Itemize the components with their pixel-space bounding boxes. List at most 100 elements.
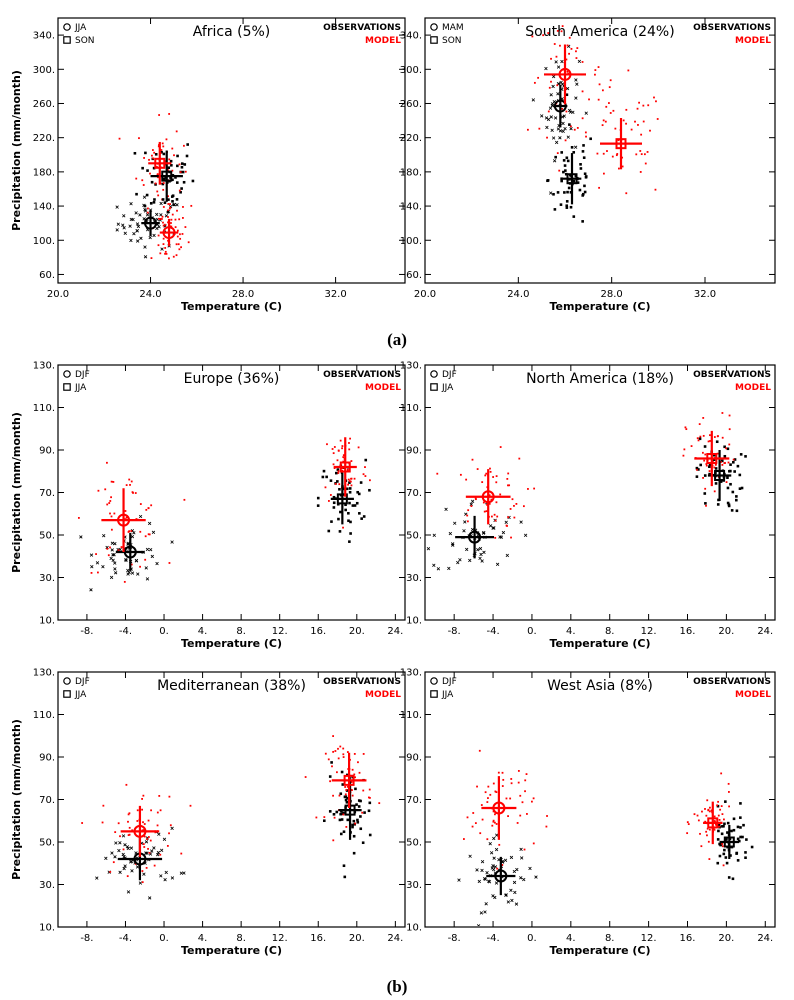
scatter-point — [362, 515, 366, 518]
scatter-point — [527, 488, 529, 490]
scatter-point — [494, 519, 497, 522]
scatter-point — [144, 151, 147, 155]
x-tick-label: -4. — [119, 933, 132, 944]
scatter-point — [104, 856, 108, 861]
scatter-point — [357, 446, 360, 449]
scatter-point — [338, 818, 342, 822]
scatter-point — [638, 101, 640, 104]
scatter-point — [730, 829, 733, 833]
scatter-point — [348, 448, 351, 451]
scatter-point — [123, 580, 126, 583]
scatter-point — [169, 159, 173, 163]
scatter-point — [180, 246, 182, 249]
scatter-point — [109, 512, 111, 515]
scatter-point — [463, 520, 467, 524]
scatter-point — [542, 34, 545, 37]
scatter-point — [143, 835, 146, 838]
scatter-point — [161, 218, 163, 220]
scatter-point — [485, 510, 488, 513]
mean-marker-djf-observations — [455, 515, 495, 559]
scatter-point — [489, 470, 492, 473]
mean-marker-son-observations — [562, 153, 582, 205]
scatter-point — [171, 194, 175, 198]
scatter-point — [350, 477, 352, 480]
scatter-point — [147, 836, 150, 838]
scatter-point — [601, 124, 604, 127]
scatter-point — [337, 470, 340, 473]
scatter-point — [129, 846, 134, 850]
scatter-point — [732, 828, 736, 832]
scatter-point — [144, 566, 148, 570]
scatter-point — [179, 171, 182, 174]
scatter-point — [492, 819, 495, 822]
scatter-point — [144, 558, 147, 561]
scatter-point — [744, 851, 747, 854]
legend-square-icon — [430, 383, 438, 391]
scatter-point — [183, 144, 185, 147]
scatter-point — [556, 65, 561, 69]
scatter-point — [726, 821, 730, 825]
scatter-point — [145, 866, 148, 869]
scatter-point — [349, 520, 352, 524]
scatter-point — [367, 796, 370, 799]
scatter-point — [564, 169, 567, 172]
scatter-point — [451, 543, 455, 547]
mean-marker-jja-observations — [330, 473, 354, 525]
scatter-point — [147, 533, 150, 536]
scatter-point — [725, 447, 728, 450]
x-tick-label: 28.0 — [601, 289, 623, 300]
scatter-point — [703, 459, 706, 462]
scatter-point — [136, 572, 140, 576]
scatter-point — [618, 167, 620, 170]
scatter-point — [184, 226, 187, 228]
scatter-point — [355, 501, 359, 505]
scatter-point — [162, 224, 165, 227]
scatter-point — [143, 157, 145, 159]
scatter-point — [130, 869, 134, 873]
scatter-point — [476, 785, 478, 788]
scatter-point — [175, 243, 178, 246]
scatter-point — [328, 500, 330, 502]
scatter-point — [727, 876, 731, 879]
panel-north-america: -8. -4. 0. 4. 8. 12. 16. 20. 24. 10. 30. 50. 70. 90. 1… — [400, 361, 776, 650]
scatter-point — [125, 783, 128, 786]
scatter-point — [346, 785, 349, 788]
scatter-point — [687, 823, 690, 826]
scatter-point — [432, 533, 436, 537]
scatter-point — [185, 154, 189, 158]
mean-circle — [481, 490, 495, 504]
scatter-point — [175, 181, 179, 184]
legend-observations: OBSERVATIONS — [693, 370, 771, 380]
scatter-point — [597, 66, 600, 68]
scatter-point — [528, 866, 532, 871]
scatter-point — [351, 823, 354, 827]
scatter-point — [700, 845, 703, 848]
scatter-point — [560, 179, 563, 183]
legend-circle-icon — [430, 677, 438, 685]
scatter-point — [519, 847, 523, 852]
scatter-point — [686, 821, 689, 824]
scatter-point — [492, 526, 496, 530]
mean-marker-djf-model — [465, 469, 511, 525]
scatter-point — [519, 794, 522, 797]
scatter-point — [703, 492, 707, 495]
scatter-point — [332, 495, 336, 499]
scatter-point — [330, 761, 333, 764]
x-tick-label: 4. — [198, 933, 208, 944]
scatter-point — [719, 808, 722, 811]
y-tick-label: 30. — [406, 573, 422, 584]
scatter-point — [479, 911, 484, 915]
scatter-point — [110, 515, 113, 518]
scatter-point — [581, 117, 584, 120]
scatter-point — [350, 484, 353, 487]
scatter-point — [717, 814, 720, 817]
scatter-point — [514, 902, 519, 906]
scatter-point — [342, 487, 345, 491]
legend-observations: OBSERVATIONS — [323, 23, 401, 33]
scatter-point — [721, 412, 724, 414]
legend-circle-icon — [63, 677, 71, 685]
scatter-point — [581, 90, 584, 93]
scatter-point — [583, 190, 587, 194]
scatter-point — [492, 836, 496, 841]
scatter-point — [735, 495, 738, 498]
